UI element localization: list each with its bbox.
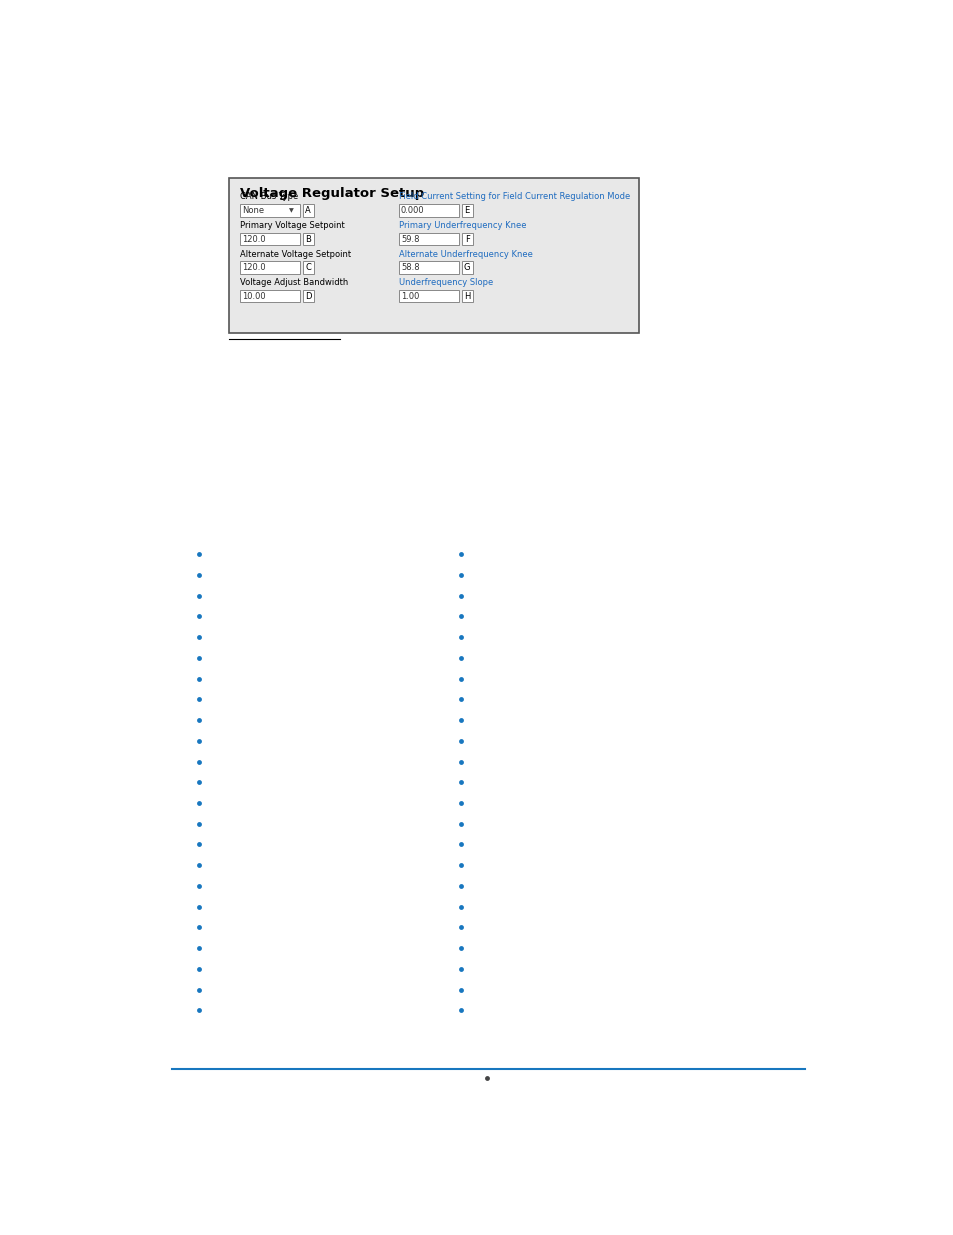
Text: G: G — [463, 263, 470, 272]
Text: H: H — [463, 291, 470, 300]
Text: D: D — [305, 291, 311, 300]
FancyBboxPatch shape — [302, 233, 314, 246]
Text: Alternate Voltage Setpoint: Alternate Voltage Setpoint — [239, 249, 351, 258]
Text: None: None — [242, 206, 264, 215]
Text: Voltage Adjust Bandwidth: Voltage Adjust Bandwidth — [239, 278, 348, 287]
Text: Primary Underfrequency Knee: Primary Underfrequency Knee — [398, 221, 526, 230]
Text: CAN Bus Type: CAN Bus Type — [239, 193, 297, 201]
Text: C: C — [305, 263, 311, 272]
FancyBboxPatch shape — [302, 262, 314, 274]
FancyBboxPatch shape — [302, 204, 314, 216]
Text: Underfrequency Slope: Underfrequency Slope — [398, 278, 493, 287]
FancyBboxPatch shape — [398, 262, 459, 274]
FancyBboxPatch shape — [239, 204, 300, 216]
FancyBboxPatch shape — [398, 233, 459, 246]
Text: 10.00: 10.00 — [242, 291, 265, 300]
Text: B: B — [305, 235, 311, 243]
Text: 120.0: 120.0 — [242, 235, 265, 243]
Text: ▼: ▼ — [289, 207, 294, 212]
FancyBboxPatch shape — [461, 262, 472, 274]
Text: 120.0: 120.0 — [242, 263, 265, 272]
Text: Field Current Setting for Field Current Regulation Mode: Field Current Setting for Field Current … — [398, 193, 629, 201]
Text: Voltage Regulator Setup: Voltage Regulator Setup — [239, 188, 423, 200]
FancyBboxPatch shape — [229, 178, 639, 332]
Text: A: A — [305, 206, 311, 215]
FancyBboxPatch shape — [461, 204, 472, 216]
Text: 58.8: 58.8 — [400, 263, 419, 272]
FancyBboxPatch shape — [239, 262, 300, 274]
FancyBboxPatch shape — [239, 233, 300, 246]
Text: Alternate Underfrequency Knee: Alternate Underfrequency Knee — [398, 249, 532, 258]
Text: 0.000: 0.000 — [400, 206, 424, 215]
Text: E: E — [464, 206, 469, 215]
Text: 1.00: 1.00 — [400, 291, 419, 300]
FancyBboxPatch shape — [398, 204, 459, 216]
FancyBboxPatch shape — [239, 290, 300, 303]
Text: 59.8: 59.8 — [400, 235, 419, 243]
FancyBboxPatch shape — [302, 290, 314, 303]
Text: Primary Voltage Setpoint: Primary Voltage Setpoint — [239, 221, 344, 230]
FancyBboxPatch shape — [461, 233, 472, 246]
Text: F: F — [464, 235, 469, 243]
FancyBboxPatch shape — [461, 290, 472, 303]
FancyBboxPatch shape — [398, 290, 459, 303]
